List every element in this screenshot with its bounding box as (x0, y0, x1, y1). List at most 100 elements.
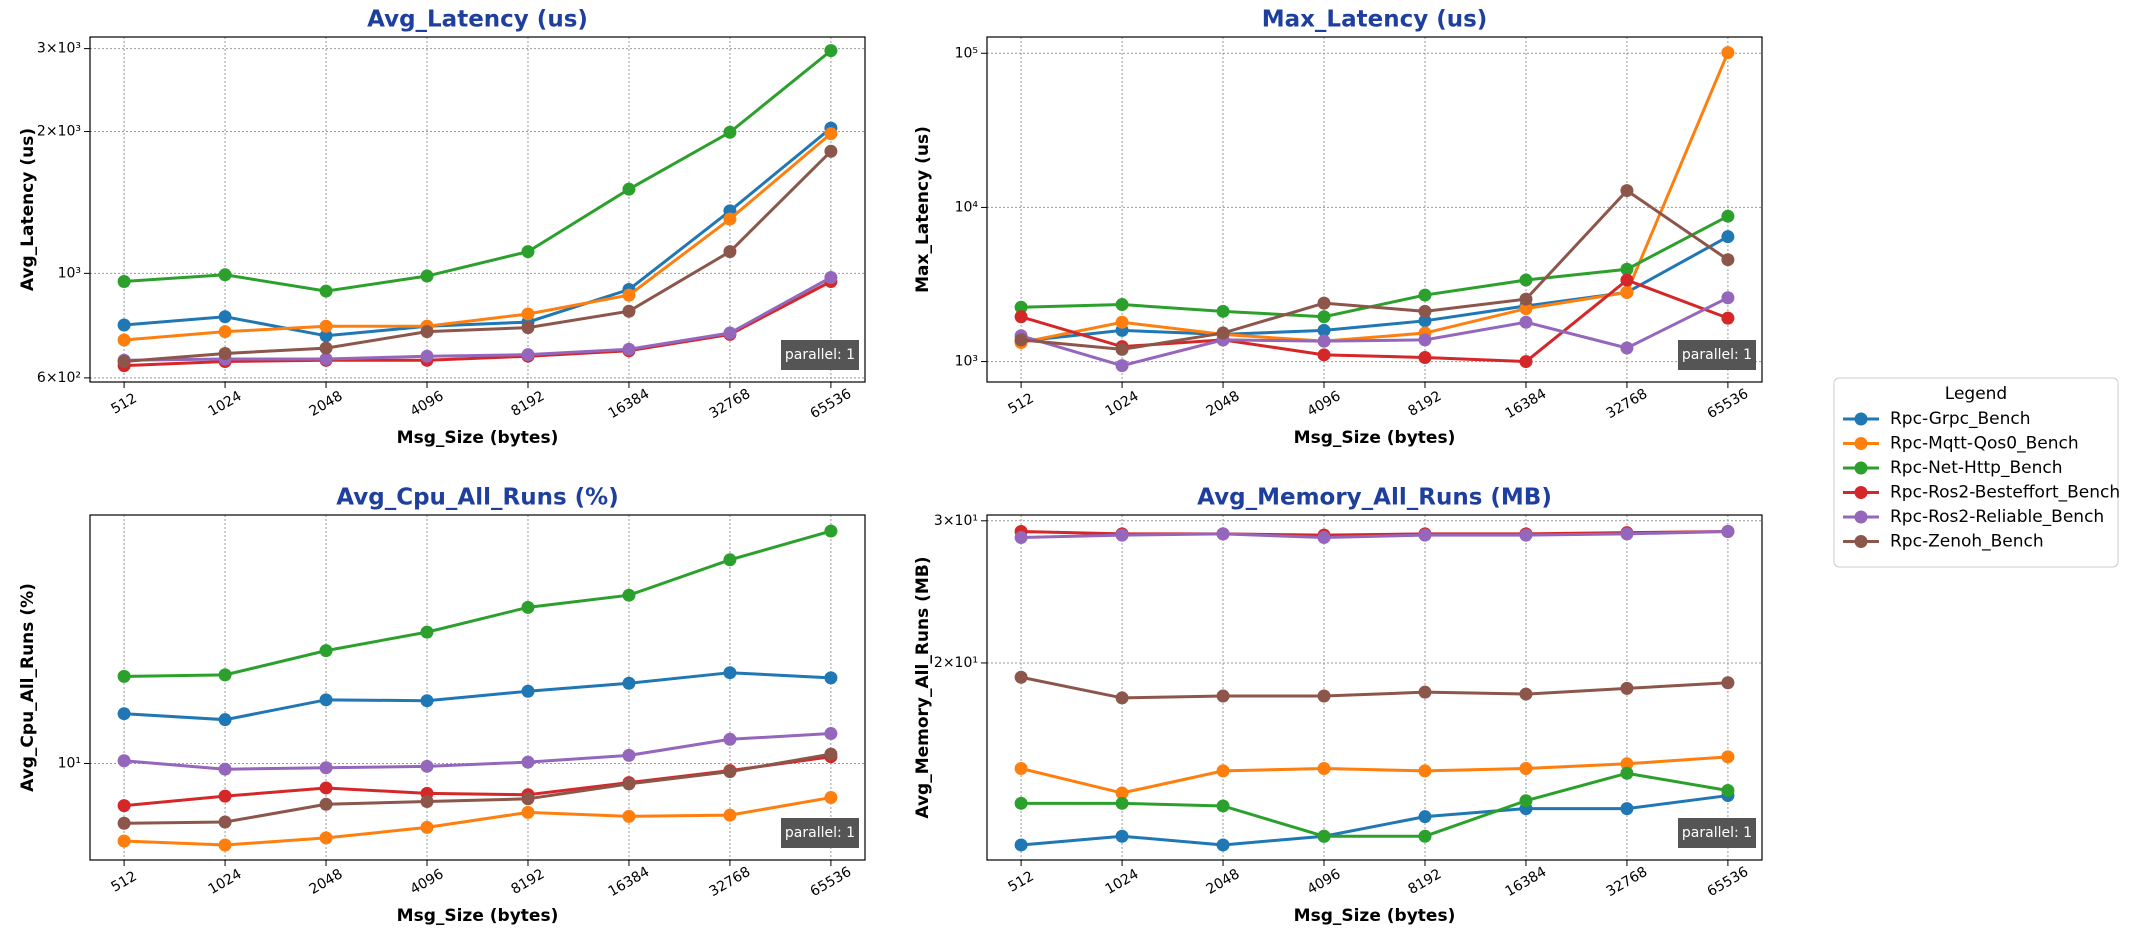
point (117, 707, 131, 721)
point (1216, 326, 1230, 340)
legend-label: Rpc-Ros2-Besteffort_Bench (1890, 483, 2120, 503)
axes-frame (89, 514, 866, 861)
point (1620, 757, 1634, 771)
point (1014, 838, 1028, 852)
y-axis-label: Avg_Cpu_All_Runs (%) (18, 583, 38, 792)
point (1317, 829, 1331, 843)
point (1014, 531, 1028, 545)
point (1317, 334, 1331, 348)
point (521, 792, 535, 806)
x-tick-label: 1024 (206, 866, 245, 898)
point (1216, 764, 1230, 778)
point (1519, 355, 1533, 369)
legend-marker (1854, 510, 1868, 524)
x-tick-label: 4096 (408, 388, 447, 420)
y-tick-label: 10⁴ (955, 199, 979, 215)
series-line (123, 732, 831, 771)
point (218, 668, 232, 682)
point (622, 748, 636, 762)
point (319, 797, 333, 811)
point (1317, 761, 1331, 775)
point (319, 329, 333, 343)
point (521, 348, 535, 362)
point (1317, 689, 1331, 703)
point (420, 349, 434, 363)
legend-label: Rpc-Grpc_Bench (1890, 409, 2031, 429)
point (319, 831, 333, 845)
point (723, 326, 737, 340)
legend-marker (1854, 486, 1868, 499)
legend-marker (1854, 437, 1868, 450)
legend-title: Legend (1945, 384, 2007, 404)
legend-label: Rpc-Zenoh_Bench (1890, 532, 2044, 552)
y-tick-label: 10¹ (58, 756, 81, 772)
series-line (1020, 296, 1729, 368)
y-tick-label: 2×10¹ (934, 655, 978, 671)
y-tick-label: 10⁵ (955, 45, 978, 61)
y-tick-label: 10³ (955, 354, 978, 370)
point (1418, 333, 1432, 347)
axes-frame (986, 514, 1763, 861)
y-tick-label: 2×10³ (37, 124, 81, 140)
point (319, 644, 333, 658)
point (319, 319, 333, 333)
point (1418, 685, 1432, 699)
x-tick-label: 512 (1006, 390, 1037, 417)
x-tick-label: 1024 (1103, 866, 1142, 898)
point (1620, 766, 1634, 780)
x-tick-label: 2048 (1204, 866, 1243, 898)
point (117, 754, 131, 768)
x-tick-label: 1024 (1103, 388, 1142, 420)
point (218, 346, 232, 360)
x-tick-label: 2048 (1204, 388, 1243, 420)
point (1014, 761, 1028, 775)
point (1620, 184, 1634, 198)
x-tick-label: 16384 (606, 864, 653, 900)
point (1418, 829, 1432, 843)
point (1620, 262, 1634, 276)
point (1721, 291, 1735, 305)
point (622, 588, 636, 602)
legend-label: Rpc-Ros2-Reliable_Bench (1890, 507, 2104, 527)
point (521, 307, 535, 321)
point (1115, 796, 1129, 810)
point (723, 553, 737, 567)
point (723, 732, 737, 746)
point (1519, 315, 1533, 329)
annotation: parallel: 1 (1682, 347, 1752, 363)
point (521, 245, 535, 259)
x-tick-label: 4096 (1305, 388, 1344, 420)
series-line (124, 276, 832, 362)
y-axis-label: Avg_Memory_All_Runs (MB) (913, 556, 933, 818)
point (1115, 315, 1129, 329)
x-tick-label: 65536 (1705, 386, 1752, 422)
point (521, 600, 535, 614)
point (1519, 687, 1533, 701)
legend-marker (1854, 535, 1868, 548)
point (1115, 691, 1129, 705)
legend-label: Rpc-Mqtt-Qos0_Bench (1890, 434, 2079, 454)
x-tick-label: 512 (1006, 868, 1037, 895)
point (622, 342, 636, 356)
point (1418, 350, 1432, 364)
series-line (1021, 771, 1729, 838)
point (1721, 676, 1735, 690)
point (1418, 764, 1432, 778)
x-tick-label: 4096 (408, 866, 447, 898)
y-axis-label: Avg_Latency (us) (18, 128, 38, 291)
point (319, 693, 333, 707)
point (218, 310, 232, 324)
point (117, 274, 131, 288)
point (1317, 323, 1331, 337)
point (824, 747, 838, 761)
point (521, 684, 535, 698)
point (1620, 273, 1634, 287)
point (117, 354, 131, 368)
series-line (1021, 529, 1728, 540)
chart-title: Avg_Cpu_All_Runs (%) (336, 485, 618, 511)
point (117, 333, 131, 347)
point (117, 669, 131, 683)
annotation-box (781, 818, 859, 848)
point (218, 789, 232, 803)
